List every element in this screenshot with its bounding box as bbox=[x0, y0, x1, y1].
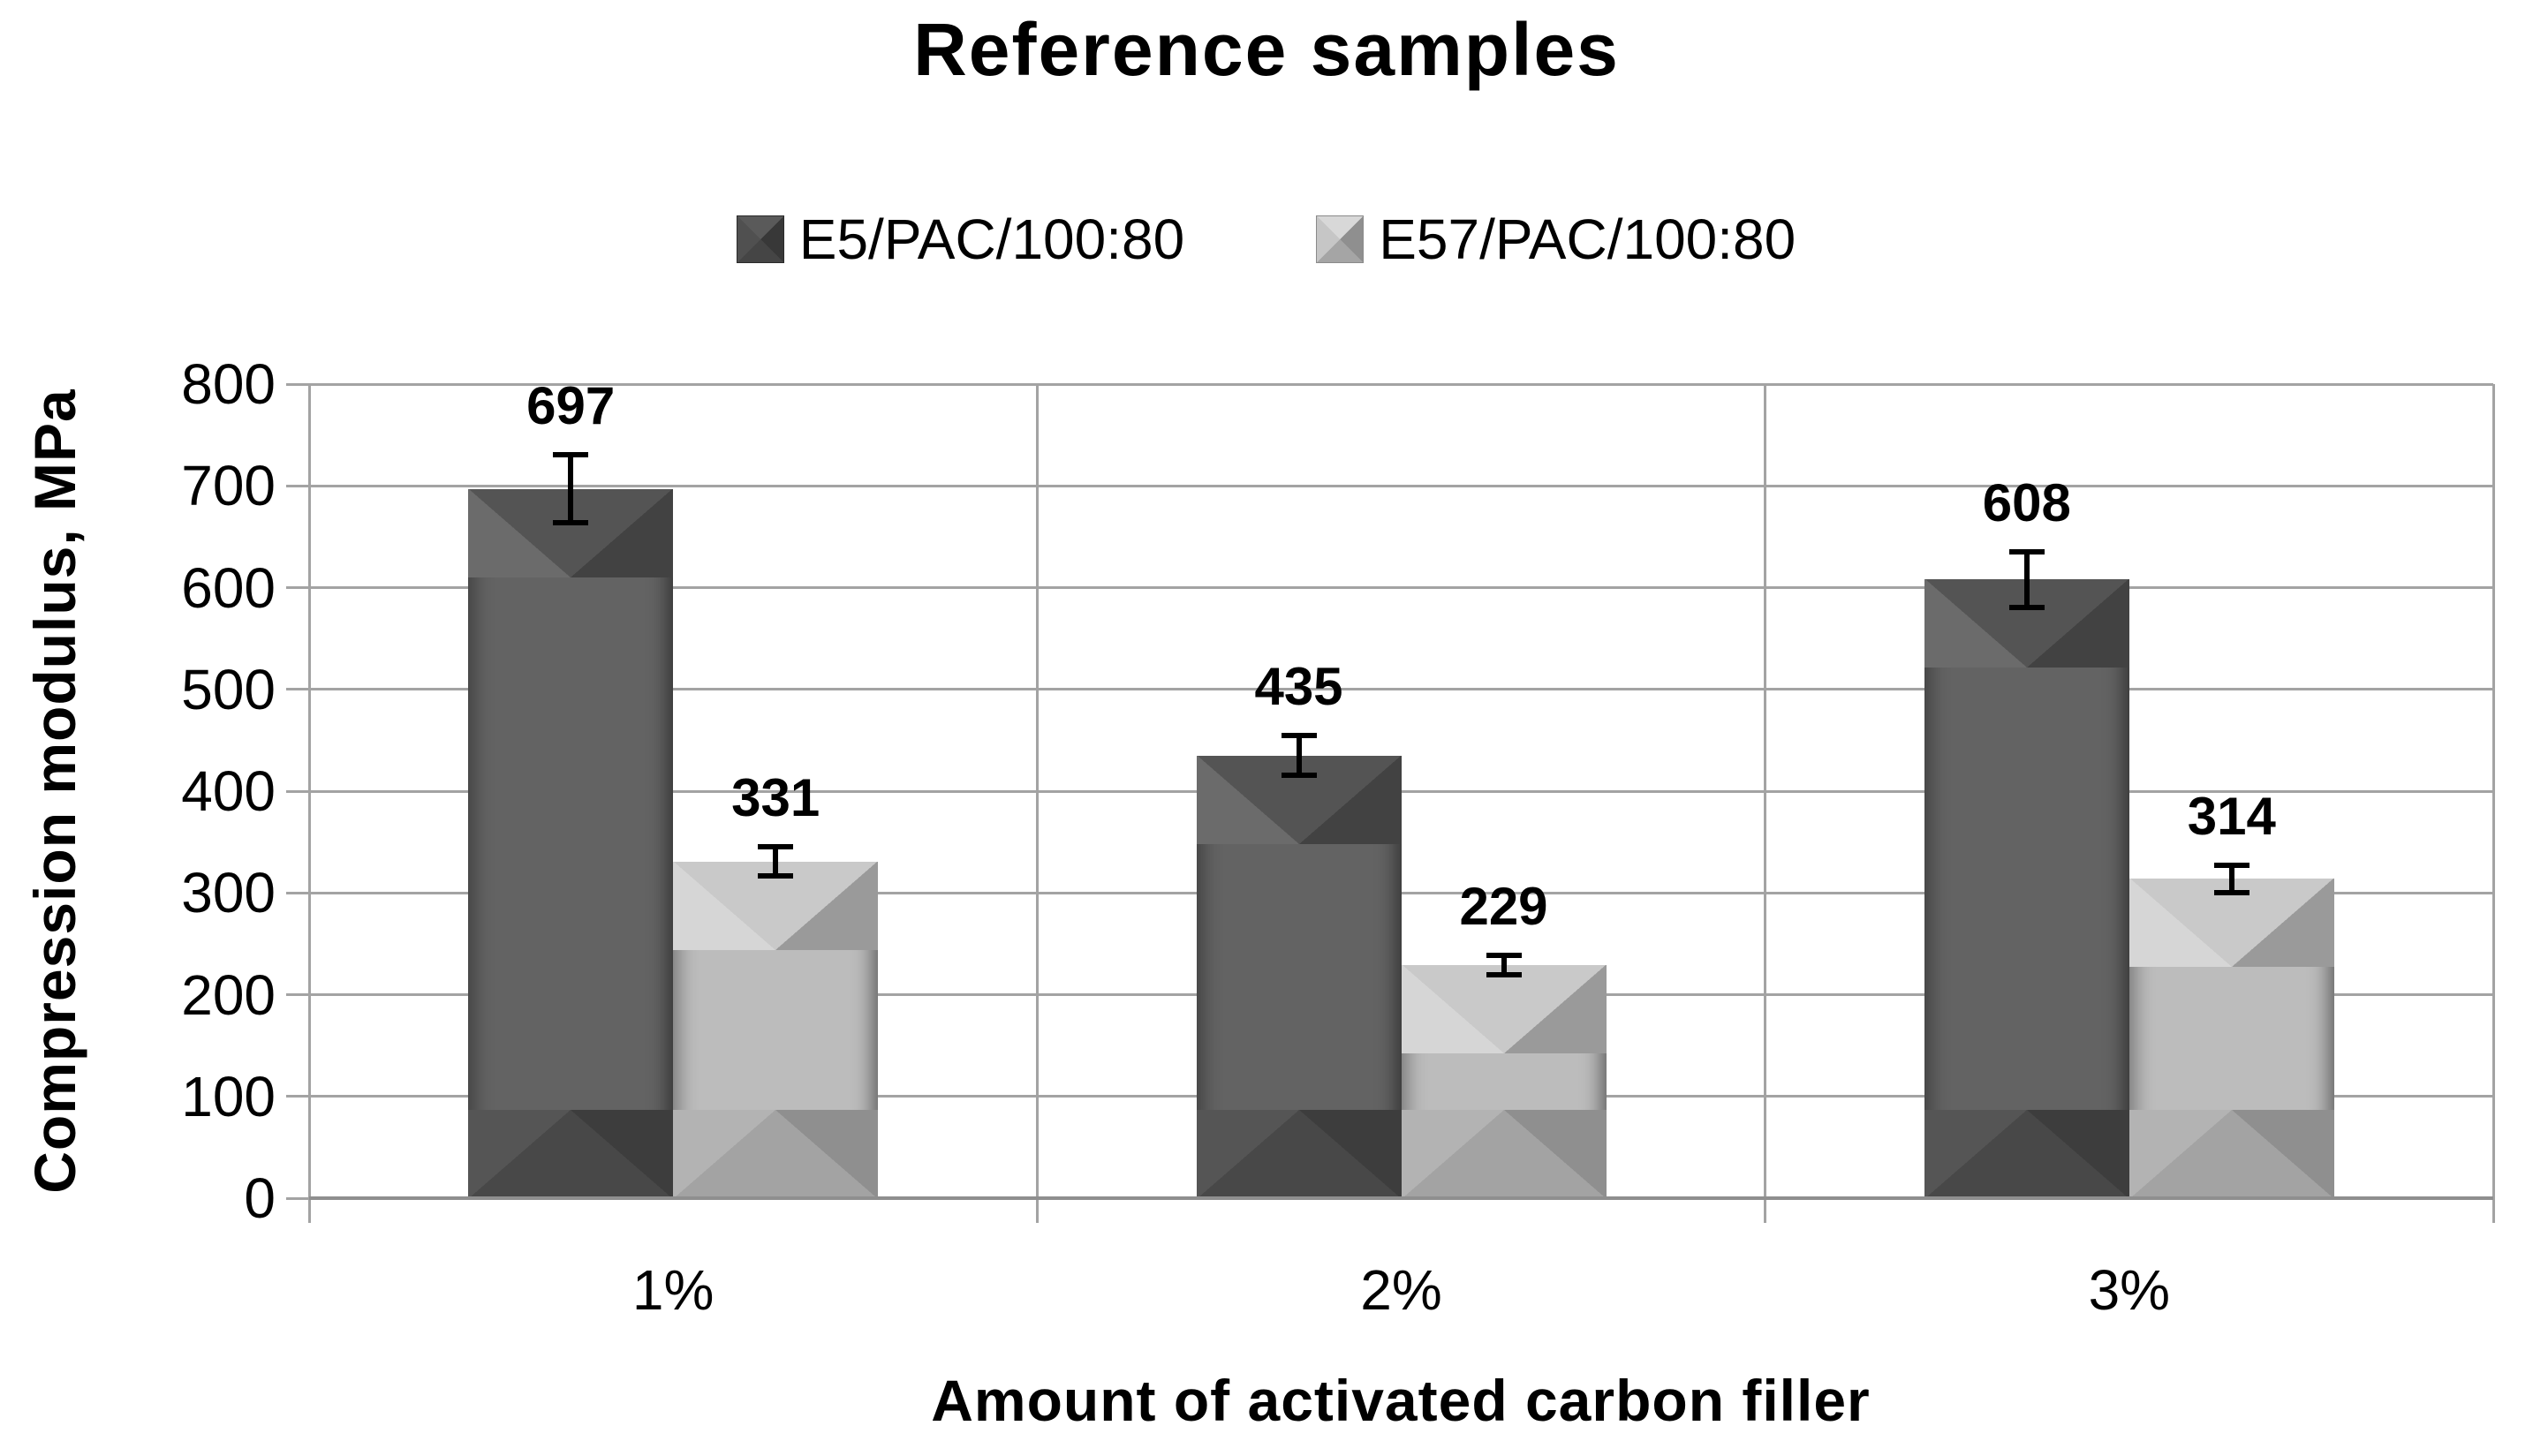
category-boundary-line bbox=[307, 384, 311, 1223]
error-bar bbox=[553, 452, 589, 526]
x-tick-label: 1% bbox=[631, 1258, 715, 1322]
legend-item: E5/PAC/100:80 bbox=[736, 207, 1185, 272]
error-bar-cap-top bbox=[553, 452, 589, 458]
y-axis-tick bbox=[286, 891, 309, 894]
y-axis-tick bbox=[286, 382, 309, 386]
error-bar bbox=[758, 843, 794, 879]
y-tick-label: 200 bbox=[181, 962, 276, 1027]
error-bar-cap-top bbox=[758, 843, 794, 849]
error-bar bbox=[2213, 862, 2249, 895]
y-tick-label: 700 bbox=[181, 454, 276, 518]
data-label: 314 bbox=[2187, 786, 2276, 846]
error-bar-stem bbox=[1296, 733, 1302, 778]
bar bbox=[2128, 879, 2334, 1198]
chart-title: Reference samples bbox=[913, 8, 1620, 91]
y-axis-tick bbox=[286, 993, 309, 996]
gridline bbox=[309, 586, 2493, 589]
error-bar-cap-bot bbox=[1281, 773, 1317, 778]
error-bar bbox=[1281, 733, 1317, 778]
y-tick-label: 500 bbox=[181, 657, 276, 721]
bar bbox=[1401, 965, 1607, 1198]
error-bar-cap-bot bbox=[553, 520, 589, 526]
legend-label: E57/PAC/100:80 bbox=[1379, 207, 1796, 271]
error-bar bbox=[1486, 953, 1522, 977]
error-bar-cap-bot bbox=[1486, 971, 1522, 977]
y-axis-tick bbox=[286, 586, 309, 589]
category-boundary-line bbox=[1764, 384, 1767, 1223]
error-bar-stem bbox=[773, 843, 779, 879]
data-label: 331 bbox=[731, 767, 820, 827]
y-axis-tick bbox=[286, 789, 309, 793]
error-bar-cap-bot bbox=[2213, 889, 2249, 895]
bar-bottom-bevel bbox=[2128, 1109, 2334, 1198]
error-bar-stem bbox=[2023, 548, 2030, 610]
legend-item: E57/PAC/100:80 bbox=[1316, 207, 1796, 272]
y-axis-tick bbox=[286, 1196, 309, 1200]
gridline bbox=[309, 382, 2493, 386]
y-tick-label: 400 bbox=[181, 759, 276, 823]
error-bar-cap-top bbox=[2008, 548, 2045, 554]
data-label: 435 bbox=[1254, 657, 1343, 717]
y-tick-label: 600 bbox=[181, 555, 276, 620]
legend-label: E5/PAC/100:80 bbox=[798, 207, 1185, 271]
x-tick-label: 3% bbox=[2088, 1258, 2171, 1322]
legend-marker-icon bbox=[1316, 215, 1365, 263]
bar bbox=[1196, 755, 1402, 1198]
gridline bbox=[309, 688, 2493, 691]
data-label: 229 bbox=[1459, 877, 1548, 937]
error-bar-stem bbox=[1501, 953, 1507, 977]
bar-top-bevel bbox=[1401, 965, 1607, 1054]
bar-bottom-bevel bbox=[468, 1109, 674, 1198]
legend: E5/PAC/100:80 E57/PAC/100:80 bbox=[0, 207, 2533, 272]
data-label: 697 bbox=[526, 376, 616, 436]
error-bar-cap-bot bbox=[758, 873, 794, 879]
y-tick-label: 300 bbox=[181, 861, 276, 925]
data-label: 608 bbox=[1982, 472, 2071, 532]
error-bar-cap-top bbox=[1486, 953, 1522, 959]
y-tick-label: 100 bbox=[181, 1064, 276, 1128]
x-tick-label: 2% bbox=[1360, 1258, 1442, 1322]
y-axis-tick bbox=[286, 688, 309, 691]
error-bar bbox=[2008, 548, 2045, 610]
bar-bottom-bevel bbox=[1401, 1109, 1607, 1198]
category-boundary-line bbox=[2491, 384, 2495, 1223]
gridline bbox=[309, 789, 2493, 793]
bar bbox=[673, 861, 879, 1198]
error-bar-stem bbox=[2228, 862, 2234, 895]
bar-bottom-bevel bbox=[673, 1109, 879, 1198]
x-axis-line bbox=[309, 1196, 2493, 1200]
y-tick-label: 0 bbox=[244, 1166, 276, 1230]
y-axis-tick bbox=[286, 1095, 309, 1098]
bar bbox=[468, 488, 674, 1198]
error-bar-cap-top bbox=[1281, 733, 1317, 739]
gridline bbox=[309, 891, 2493, 894]
legend-marker-icon bbox=[736, 215, 784, 263]
y-axis-tick bbox=[286, 484, 309, 487]
category-boundary-line bbox=[1035, 384, 1039, 1223]
bar bbox=[1924, 579, 2129, 1198]
x-axis-title: Amount of activated carbon filler bbox=[931, 1368, 1871, 1433]
bar-bottom-bevel bbox=[1196, 1109, 1402, 1198]
y-tick-label: 800 bbox=[181, 352, 276, 416]
error-bar-cap-bot bbox=[2008, 604, 2045, 610]
gridline bbox=[309, 484, 2493, 487]
bar-bottom-bevel bbox=[1924, 1109, 2129, 1198]
error-bar-cap-top bbox=[2213, 862, 2249, 868]
error-bar-stem bbox=[568, 452, 574, 526]
